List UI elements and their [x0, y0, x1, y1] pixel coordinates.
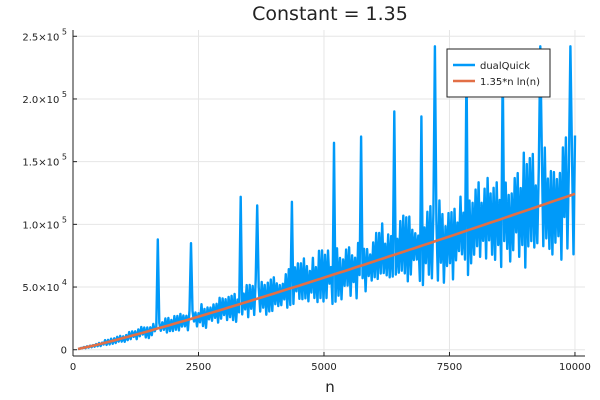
- y-tick-label: 5.0×10 4: [22, 278, 67, 294]
- y-tick-label: 2.5×10 5: [22, 27, 67, 43]
- legend: dualQuick 1.35*n ln(n): [446, 48, 551, 98]
- grid-lines: [72, 30, 585, 356]
- y-tick-label: 1.5×10 5: [22, 153, 67, 169]
- legend-entry: 1.35*n ln(n): [480, 77, 540, 88]
- x-tick-label: 10000: [559, 362, 591, 373]
- y-tick-label: 0: [61, 346, 67, 357]
- legend-box: [446, 48, 551, 98]
- x-tick-label: 7500: [437, 362, 462, 373]
- axes: 0 2500 5000 7500 10000 0 5.0×10 4 1.0×10 5 1.5×1…: [22, 27, 591, 373]
- x-tick-label: 0: [70, 362, 76, 373]
- x-tick-label: 2500: [186, 362, 211, 373]
- series-line-0: [77, 45, 577, 351]
- chart-title: Constant = 1.35: [252, 3, 408, 25]
- y-tick-label: 1.0×10 5: [22, 215, 67, 231]
- plot-area: [77, 45, 577, 351]
- y-tick-label: 2.0×10 5: [22, 90, 67, 106]
- x-tick-label: 5000: [311, 362, 336, 373]
- series-line-1: [77, 192, 576, 351]
- legend-entry: dualQuick: [480, 61, 530, 72]
- x-axis-label: n: [325, 378, 335, 396]
